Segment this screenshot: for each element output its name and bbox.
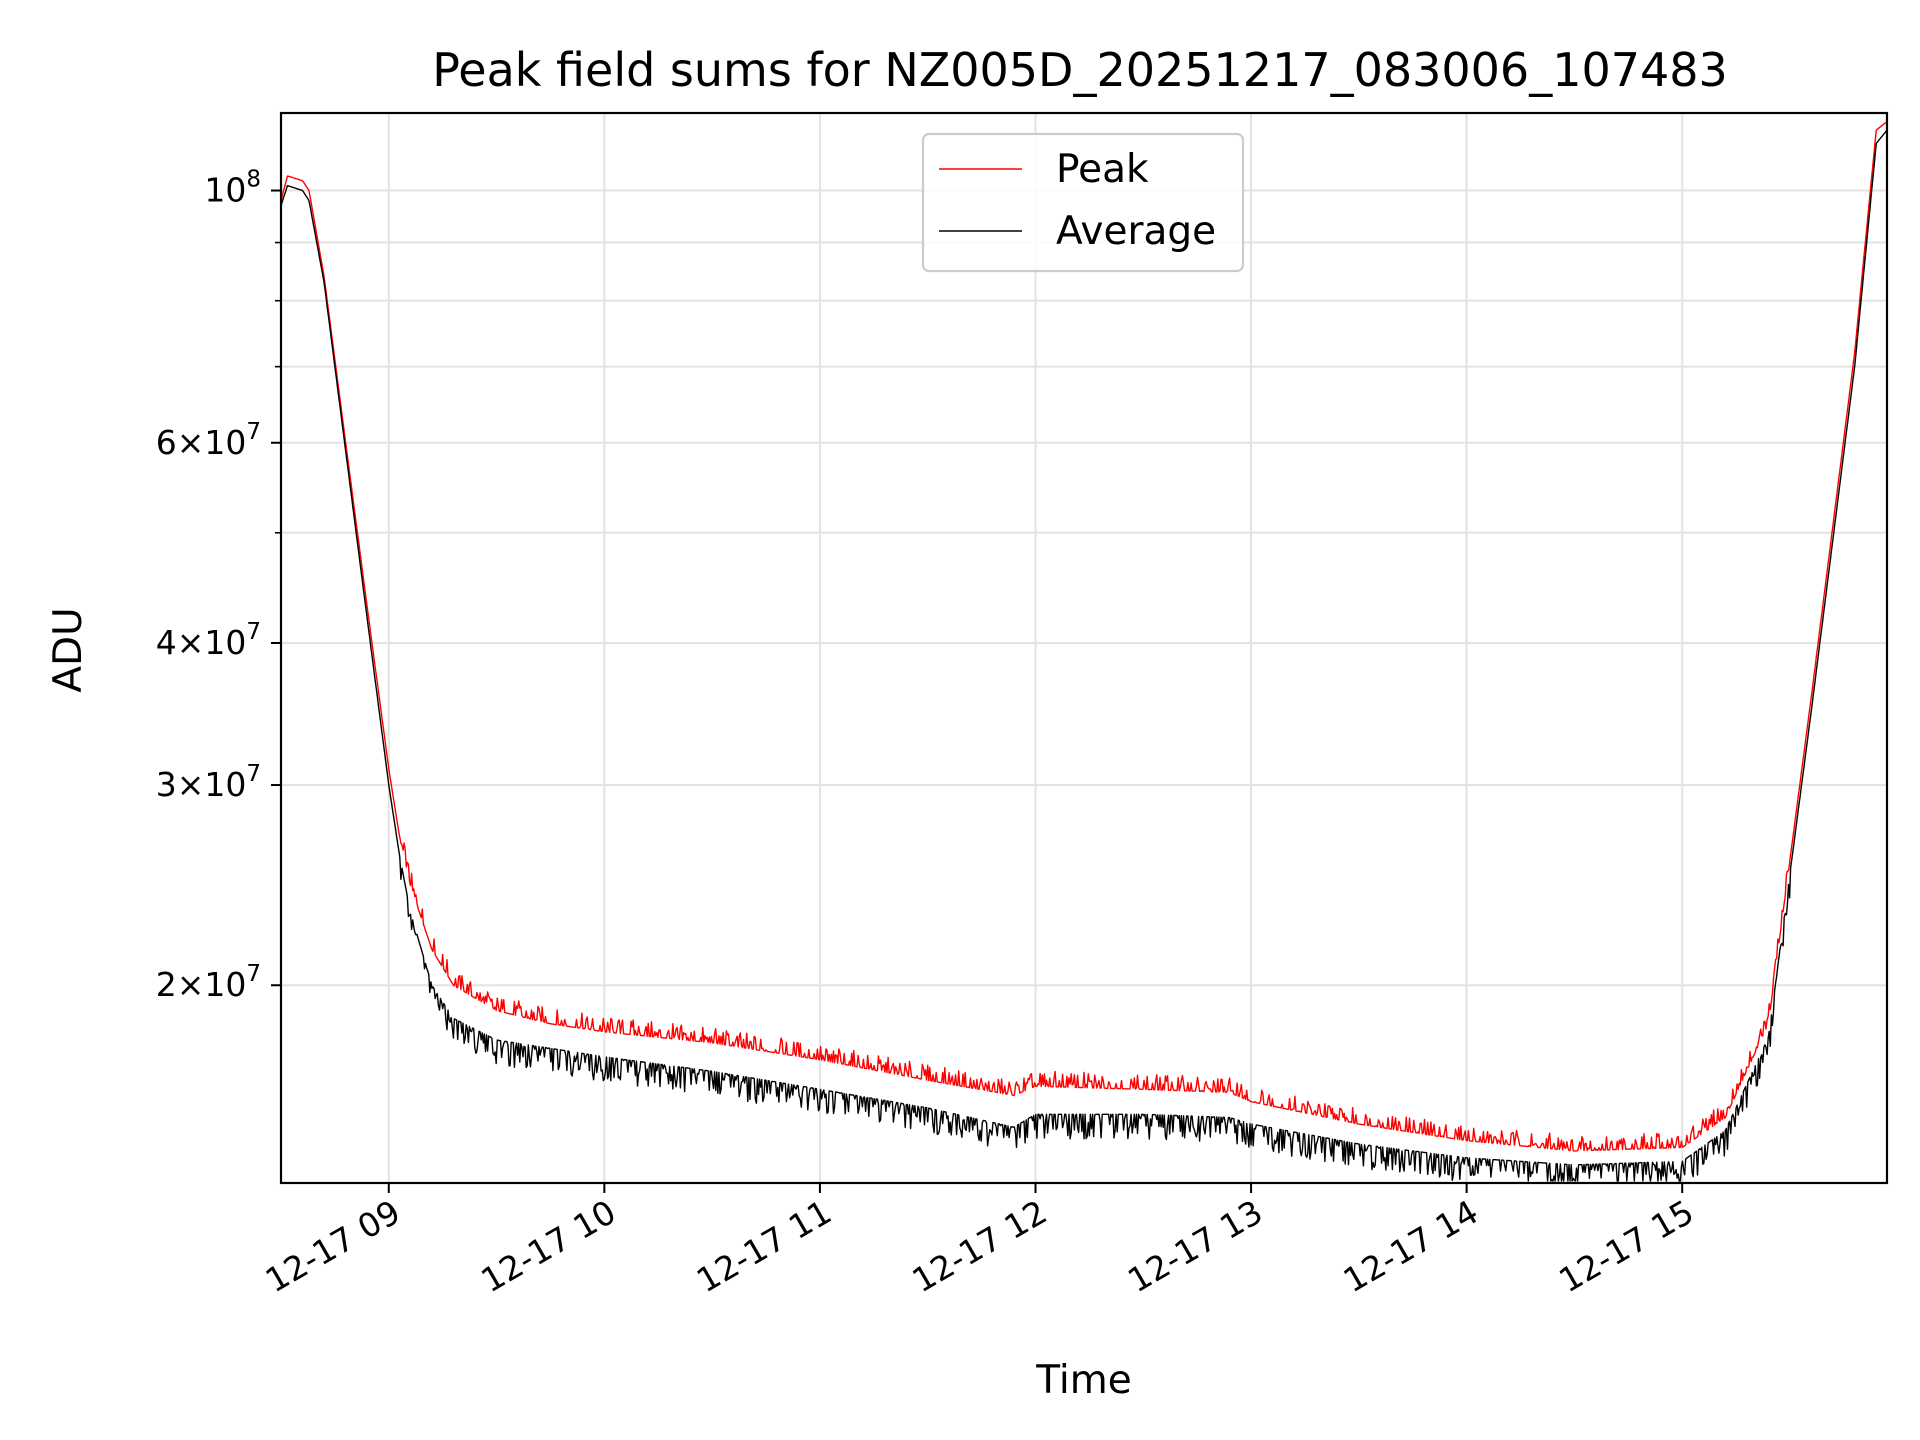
- series-layer: [280, 120, 1888, 1182]
- grid: [281, 113, 1887, 1183]
- legend: Peak Average: [921, 132, 1245, 273]
- legend-label-average: Average: [1056, 209, 1216, 254]
- plot-area-frame: [279, 111, 1889, 1185]
- y-tick-label: 4×107: [156, 619, 261, 662]
- legend-label-peak: Peak: [1056, 147, 1149, 192]
- y-axis-label: ADU: [46, 607, 91, 692]
- y-tick-label: 6×107: [156, 419, 261, 462]
- series-line-peak: [280, 120, 1888, 1152]
- series-line-average: [280, 129, 1888, 1182]
- chart-title: Peak field sums for NZ005D_20251217_0830…: [432, 43, 1728, 97]
- y-tick-label: 2×107: [156, 961, 261, 1004]
- y-tick-label: 3×107: [156, 761, 261, 804]
- x-axis-label: Time: [1035, 1358, 1131, 1403]
